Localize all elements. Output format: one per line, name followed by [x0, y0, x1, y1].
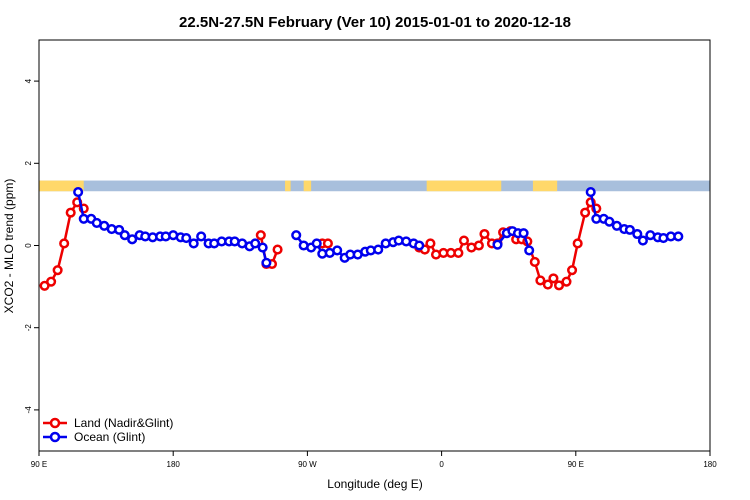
series-0-point-37 [567, 265, 578, 276]
series-1-point-27 [257, 242, 268, 253]
legend: Land (Nadir&Glint) Ocean (Glint) [43, 416, 173, 444]
y-tick-label-4: 4 [24, 78, 33, 83]
x-tick-label-3: 0 [439, 460, 444, 469]
series-1-point-28 [261, 257, 272, 268]
series-0-point-38 [572, 238, 583, 249]
series-0-point-2 [52, 265, 63, 276]
x-tick-label-2: 90 W [298, 460, 317, 469]
y-axis-label: XCO2 - MLO trend (ppm) [2, 179, 16, 314]
series-0-point-35 [553, 280, 565, 291]
series-0-point-23 [479, 228, 490, 240]
series-0-point-36 [561, 276, 572, 287]
series-1-point-67 [673, 231, 684, 242]
series-0-point-33 [542, 279, 553, 290]
series-1-point-53 [524, 245, 535, 256]
series-1-point-16 [181, 233, 192, 244]
legend-ocean-marker [49, 431, 61, 443]
series-1-point-61 [632, 228, 643, 240]
series-0-point-15 [425, 238, 436, 249]
land-segment-4 [532, 180, 558, 192]
series-1-point-41 [373, 244, 384, 255]
series-1-point-54 [585, 187, 596, 198]
series-1-point-62 [637, 235, 648, 246]
series-1-point-17 [188, 238, 199, 249]
y-tick-label-2: 0 [24, 243, 33, 248]
x-axis: 90 E 180 90 W 0 90 E 180 [31, 451, 717, 469]
series-1-point-57 [604, 216, 615, 227]
series-1-point-29 [291, 230, 302, 241]
series-1-point-60 [624, 224, 635, 235]
y-tick-label-0: -4 [24, 406, 33, 414]
land-ocean-band [39, 180, 710, 192]
x-tick-label-5: 180 [703, 460, 717, 469]
land-segment-3 [426, 180, 502, 192]
x-tick-label-1: 180 [167, 460, 181, 469]
ocean-band [39, 180, 710, 192]
series-1-point-7 [119, 230, 130, 241]
series-1-point-18 [196, 231, 207, 242]
series-0-point-32 [535, 275, 546, 286]
series-0-point-31 [529, 256, 540, 267]
series-0-point-7 [255, 230, 266, 241]
series-1-point-0 [73, 187, 84, 198]
series-1-point-47 [414, 240, 425, 251]
y-tick-label-3: 2 [24, 161, 33, 166]
y-axis: -4 -2 0 2 4 [24, 78, 39, 413]
series-0-point-12 [322, 238, 333, 249]
series-0-point-10 [272, 244, 283, 255]
x-axis-label: Longitude (deg E) [327, 477, 422, 491]
chart-title: 22.5N-27.5N February (Ver 10) 2015-01-01… [179, 14, 571, 31]
series-1-point-32 [311, 238, 322, 249]
series-0-point-4 [65, 207, 76, 218]
y-tick-label-1: -2 [24, 324, 33, 332]
series-1-point-52 [518, 228, 529, 239]
legend-ocean-label: Ocean (Glint) [74, 430, 145, 444]
x-tick-label-0: 90 E [31, 460, 47, 469]
series-1-point-35 [332, 245, 343, 256]
legend-land-label: Land (Nadir&Glint) [74, 416, 173, 430]
legend-land-marker [49, 417, 61, 429]
series-layer [39, 187, 684, 291]
land-segment-1 [285, 180, 291, 192]
land-segment-0 [39, 180, 84, 192]
series-1-point-8 [127, 234, 138, 245]
series-0-point-34 [548, 273, 559, 284]
series-0-point-19 [453, 247, 464, 258]
series-1-point-26 [250, 238, 261, 249]
series-0-point-20 [458, 235, 470, 246]
series-1 [73, 187, 684, 268]
x-tick-label-4: 90 E [568, 460, 584, 469]
series-1-point-48 [492, 239, 503, 250]
series-0-point-39 [580, 207, 591, 218]
series-0-point-22 [473, 240, 484, 251]
series-0-point-1 [46, 276, 57, 287]
series-0-point-3 [59, 238, 70, 249]
land-segment-2 [303, 180, 312, 192]
